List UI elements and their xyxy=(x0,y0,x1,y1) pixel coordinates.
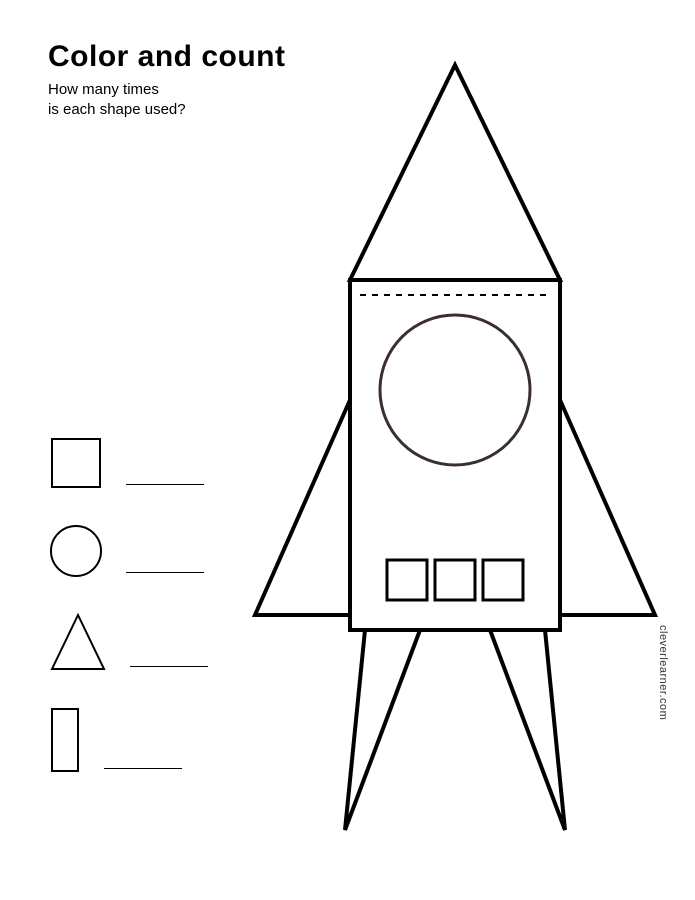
rocket-nose-cone xyxy=(350,65,560,280)
legend-row-circle xyxy=(48,523,208,579)
answer-line-triangle[interactable] xyxy=(130,666,208,667)
subtitle-line-1: How many times xyxy=(48,81,159,98)
answer-line-square[interactable] xyxy=(126,484,204,485)
rocket-right-fin xyxy=(560,400,655,615)
legend-triangle-icon xyxy=(48,611,108,673)
legend-row-square xyxy=(48,435,208,491)
rocket-left-fin xyxy=(255,400,350,615)
answer-line-circle[interactable] xyxy=(126,572,204,573)
shape-legend xyxy=(48,435,208,775)
rocket-left-exhaust xyxy=(345,630,420,830)
legend-rectangle-icon xyxy=(48,705,82,775)
legend-square-icon xyxy=(48,435,104,491)
subtitle-line-2: is each shape used? xyxy=(48,101,186,118)
legend-row-rectangle xyxy=(48,705,208,775)
rocket-diagram xyxy=(245,60,665,860)
rocket-body xyxy=(350,280,560,630)
legend-circle-icon xyxy=(48,523,104,579)
answer-line-rectangle[interactable] xyxy=(104,768,182,769)
legend-row-triangle xyxy=(48,611,208,673)
rocket-right-exhaust xyxy=(490,630,565,830)
attribution-text: cleverlearner.com xyxy=(657,625,669,720)
